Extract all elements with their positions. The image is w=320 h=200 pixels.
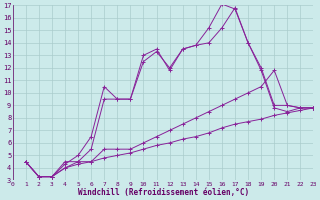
- X-axis label: Windchill (Refroidissement éolien,°C): Windchill (Refroidissement éolien,°C): [77, 188, 249, 197]
